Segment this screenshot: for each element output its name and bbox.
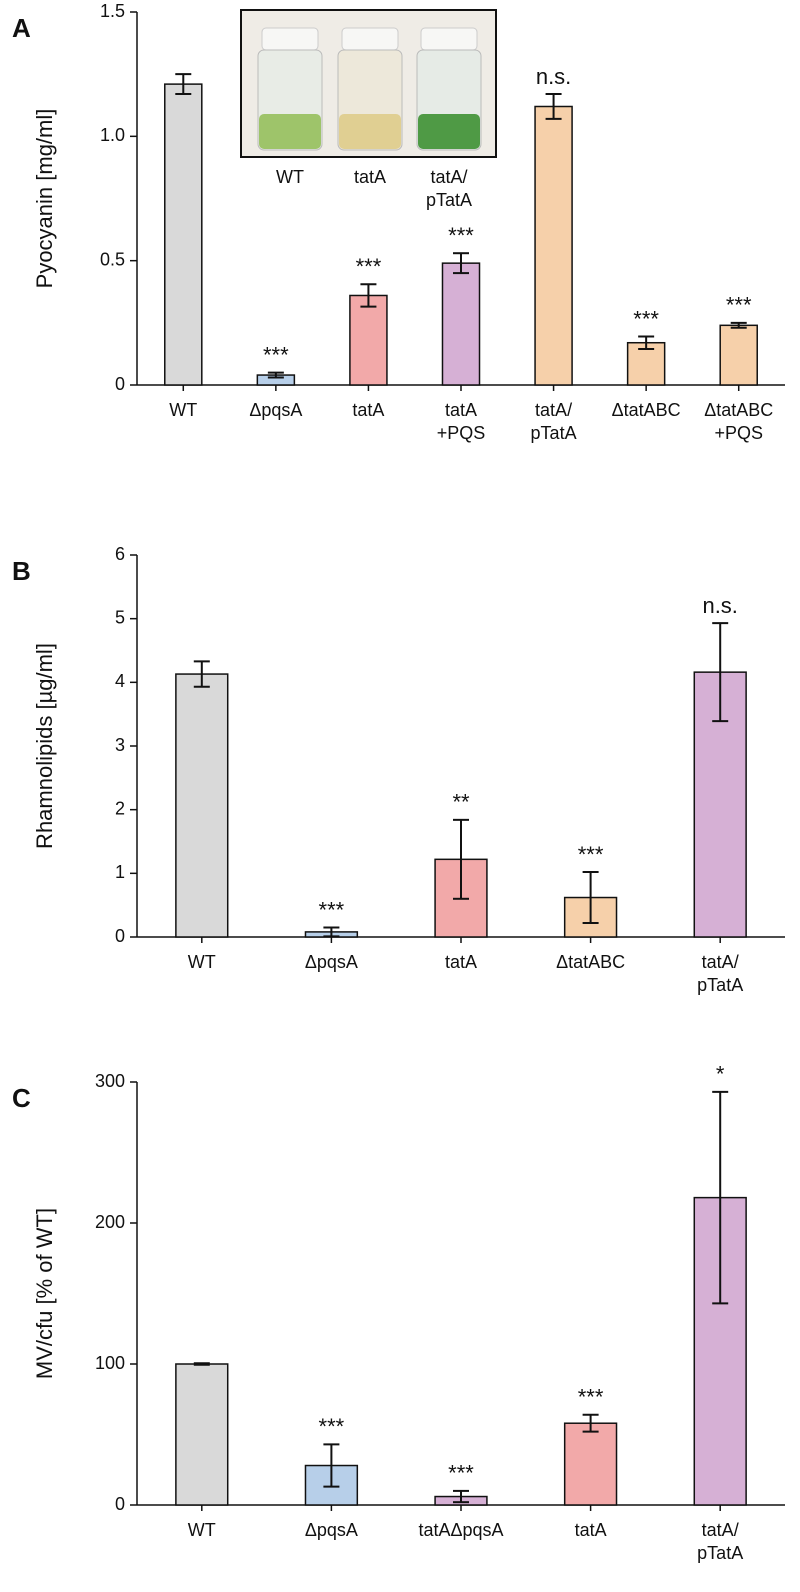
x-tick-label: WT <box>188 952 216 972</box>
bar <box>175 1363 229 1506</box>
vial <box>416 27 482 151</box>
significance-label: *** <box>319 897 345 922</box>
significance-label: *** <box>578 1385 604 1410</box>
y-tick-label: 0 <box>115 374 125 394</box>
x-tick-label: tatAΔpqsA <box>418 1520 503 1540</box>
significance-label: ** <box>452 790 470 815</box>
y-axis-label: Rhamnolipids [µg/ml] <box>32 643 57 849</box>
x-tick-label: pTatA <box>697 1543 743 1563</box>
x-tick-label: tatA <box>445 400 477 420</box>
y-tick-label: 4 <box>115 671 125 691</box>
y-tick-label: 3 <box>115 735 125 755</box>
inset-label: tatA <box>354 167 386 187</box>
panel-label: A <box>12 13 31 43</box>
y-tick-label: 100 <box>95 1353 125 1373</box>
x-tick-label: WT <box>188 1520 216 1540</box>
significance-label: *** <box>319 1414 345 1439</box>
vial <box>337 27 403 151</box>
panel-label: B <box>12 556 31 586</box>
x-tick-label: ΔpqsA <box>305 952 358 972</box>
bar <box>164 83 203 386</box>
y-tick-label: 1 <box>115 862 125 882</box>
y-tick-label: 0 <box>115 1494 125 1514</box>
bar <box>175 673 229 938</box>
x-tick-label: +PQS <box>437 423 486 443</box>
x-tick-label: +PQS <box>714 423 763 443</box>
y-tick-label: 1.0 <box>100 125 125 145</box>
significance-label: *** <box>356 254 382 279</box>
bar <box>349 294 388 386</box>
y-tick-label: 6 <box>115 544 125 564</box>
x-tick-label: tatA <box>445 952 477 972</box>
bar <box>719 324 758 386</box>
y-axis-label: Pyocyanin [mg/ml] <box>32 109 57 289</box>
inset-label: tatA/ <box>430 167 467 187</box>
panel-label: C <box>12 1083 31 1113</box>
x-tick-label: ΔpqsA <box>305 1520 358 1540</box>
bar <box>534 105 573 386</box>
y-axis-label: MV/cfu [% of WT] <box>32 1208 57 1379</box>
x-tick-label: ΔtatABC <box>556 952 625 972</box>
significance-label: *** <box>448 223 474 248</box>
inset <box>240 9 497 158</box>
x-tick-label: ΔtatABC <box>612 400 681 420</box>
bar <box>563 1422 618 1506</box>
x-tick-label: pTatA <box>697 975 743 995</box>
significance-label: * <box>716 1062 725 1087</box>
inset-label: pTatA <box>426 190 472 210</box>
x-tick-label: tatA <box>575 1520 607 1540</box>
x-tick-label: WT <box>169 400 197 420</box>
y-tick-label: 0.5 <box>100 249 125 269</box>
vial <box>257 27 323 151</box>
y-tick-label: 200 <box>95 1212 125 1232</box>
x-tick-label: tatA/ <box>702 1520 739 1540</box>
significance-label: n.s. <box>702 593 737 618</box>
y-tick-label: 5 <box>115 607 125 627</box>
y-tick-label: 2 <box>115 798 125 818</box>
y-tick-label: 0 <box>115 926 125 946</box>
x-tick-label: ΔtatABC <box>704 400 773 420</box>
x-tick-label: pTatA <box>531 423 577 443</box>
significance-label: *** <box>578 842 604 867</box>
x-tick-label: tatA/ <box>535 400 572 420</box>
significance-label: *** <box>633 306 659 331</box>
significance-label: *** <box>726 293 752 318</box>
y-tick-label: 1.5 <box>100 1 125 21</box>
y-tick-label: 300 <box>95 1071 125 1091</box>
x-tick-label: ΔpqsA <box>249 400 302 420</box>
significance-label: n.s. <box>536 64 571 89</box>
significance-label: *** <box>263 342 289 367</box>
x-tick-label: tatA/ <box>702 952 739 972</box>
bar <box>441 262 481 386</box>
x-tick-label: tatA <box>352 400 384 420</box>
significance-label: *** <box>448 1461 474 1486</box>
inset-label: WT <box>276 167 304 187</box>
